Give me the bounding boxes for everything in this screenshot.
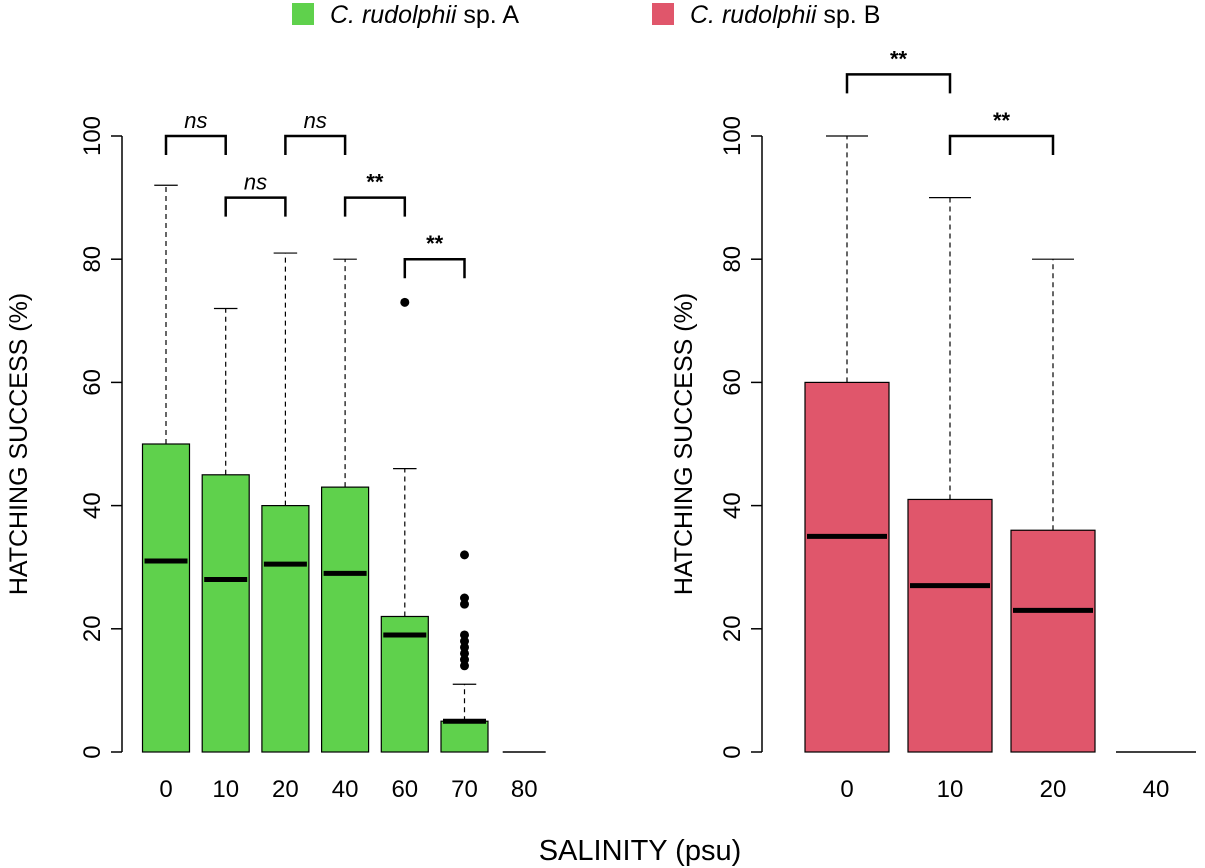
- y-tick-label: 60: [79, 369, 106, 396]
- y-tick-label: 60: [719, 369, 746, 396]
- bracket-line: [845, 73, 952, 94]
- box-body: [321, 486, 370, 753]
- x-tick-label-20: 20: [272, 776, 299, 803]
- panel-sp-a: 0 20 40 60 80 100 HATCHING SUCCESS (%) 0 10 20 4…: [5, 108, 546, 803]
- box-0: [804, 135, 890, 753]
- bracket-line: [948, 134, 1055, 155]
- x-tick-label-0: 0: [159, 776, 172, 803]
- significance-label: **: [426, 231, 444, 256]
- legend-label-sp-b: C. rudolphii sp. B: [690, 1, 880, 29]
- significance-label: ns: [184, 108, 207, 133]
- y-tick-label: 20: [719, 615, 746, 642]
- legend-swatch-sp-a: [292, 3, 314, 25]
- y-tick-label: 0: [79, 745, 106, 758]
- significance-bracket: **: [343, 170, 407, 217]
- outlier-point: [460, 636, 469, 646]
- significance-bracket: ns: [164, 108, 227, 155]
- significance-bracket: ns: [224, 170, 287, 217]
- legend-label-sp-a: C. rudolphii sp. A: [330, 1, 519, 29]
- bracket-line: [343, 196, 407, 217]
- significance-bracket: **: [403, 231, 466, 279]
- significance-label: **: [890, 46, 908, 71]
- y-tick-label: 20: [79, 615, 106, 642]
- y-axis-title-sp-a: HATCHING SUCCESS (%): [5, 293, 33, 595]
- x-tick-label-20: 20: [1040, 776, 1067, 803]
- box-70: [440, 550, 489, 753]
- x-tick-label-80: 80: [511, 776, 538, 803]
- y-tick-label: 40: [79, 492, 106, 519]
- significance-label: **: [366, 170, 384, 195]
- significance-bracket: **: [845, 46, 952, 94]
- boxes-sp-b: [804, 135, 1196, 753]
- outlier-point: [400, 297, 410, 307]
- box-body: [907, 498, 993, 753]
- outlier-point: [460, 642, 469, 652]
- x-ticks-sp-a: 0 10 20 40 60 70 80: [159, 776, 537, 803]
- box-20: [1010, 258, 1096, 753]
- significance-label: ns: [244, 170, 267, 195]
- y-tick-label: 0: [719, 745, 746, 758]
- outlier-point: [460, 630, 469, 640]
- box-body: [1010, 529, 1096, 753]
- box-40: [321, 258, 370, 753]
- outlier-point: [460, 550, 469, 560]
- bracket-line: [224, 196, 287, 217]
- box-body: [380, 615, 429, 753]
- x-tick-label-70: 70: [451, 776, 478, 803]
- x-tick-label-10: 10: [212, 776, 239, 803]
- bracket-line: [164, 134, 227, 155]
- x-tick-label-60: 60: [391, 776, 418, 803]
- y-axis-sp-b: 0 20 40 60 80 100: [719, 116, 763, 759]
- box-body: [141, 443, 191, 753]
- boxes-sp-a: [141, 184, 546, 753]
- x-tick-label-40: 40: [1143, 776, 1170, 803]
- outlier-point: [460, 655, 469, 665]
- bracket-line: [284, 134, 347, 155]
- box-body: [440, 720, 489, 753]
- significance-label: **: [993, 108, 1011, 133]
- box-10: [201, 307, 250, 753]
- panel-sp-b: 0 20 40 60 80 100 HATCHING SUCCESS (%) 0 10 20 4…: [670, 46, 1196, 803]
- significance-sp-b: ** **: [845, 46, 1055, 155]
- y-tick-label: 100: [79, 116, 106, 156]
- significance-label: ns: [304, 108, 327, 133]
- y-tick-label: 80: [719, 246, 746, 273]
- box-20: [261, 252, 310, 753]
- legend-swatch-sp-b: [652, 3, 674, 25]
- x-ticks-sp-b: 0 10 20 40: [840, 776, 1169, 803]
- x-tick-label-40: 40: [332, 776, 359, 803]
- box-60: [380, 297, 429, 753]
- x-axis-title: SALINITY (psu): [539, 835, 742, 867]
- y-axis-title-sp-b: HATCHING SUCCESS (%): [670, 293, 698, 595]
- box-0: [141, 184, 191, 753]
- significance-bracket: ns: [284, 108, 347, 155]
- outlier-point: [460, 599, 469, 609]
- x-tick-label-10: 10: [937, 776, 964, 803]
- outlier-point: [460, 593, 469, 603]
- significance-bracket: **: [948, 108, 1055, 155]
- outlier-point: [460, 661, 469, 671]
- box-body: [201, 474, 250, 753]
- box-body: [804, 381, 890, 753]
- y-axis-sp-a: 0 20 40 60 80 100: [79, 116, 123, 759]
- x-tick-label-0: 0: [840, 776, 853, 803]
- legend: C. rudolphii sp. A C. rudolphii sp. B: [292, 1, 880, 29]
- y-tick-label: 100: [719, 116, 746, 156]
- box-body: [261, 505, 310, 753]
- y-tick-label: 80: [79, 246, 106, 273]
- outlier-point: [460, 648, 469, 658]
- significance-sp-a: ns ns ns ** **: [164, 108, 466, 279]
- y-tick-label: 40: [719, 492, 746, 519]
- box-10: [907, 197, 993, 753]
- bracket-line: [403, 257, 466, 279]
